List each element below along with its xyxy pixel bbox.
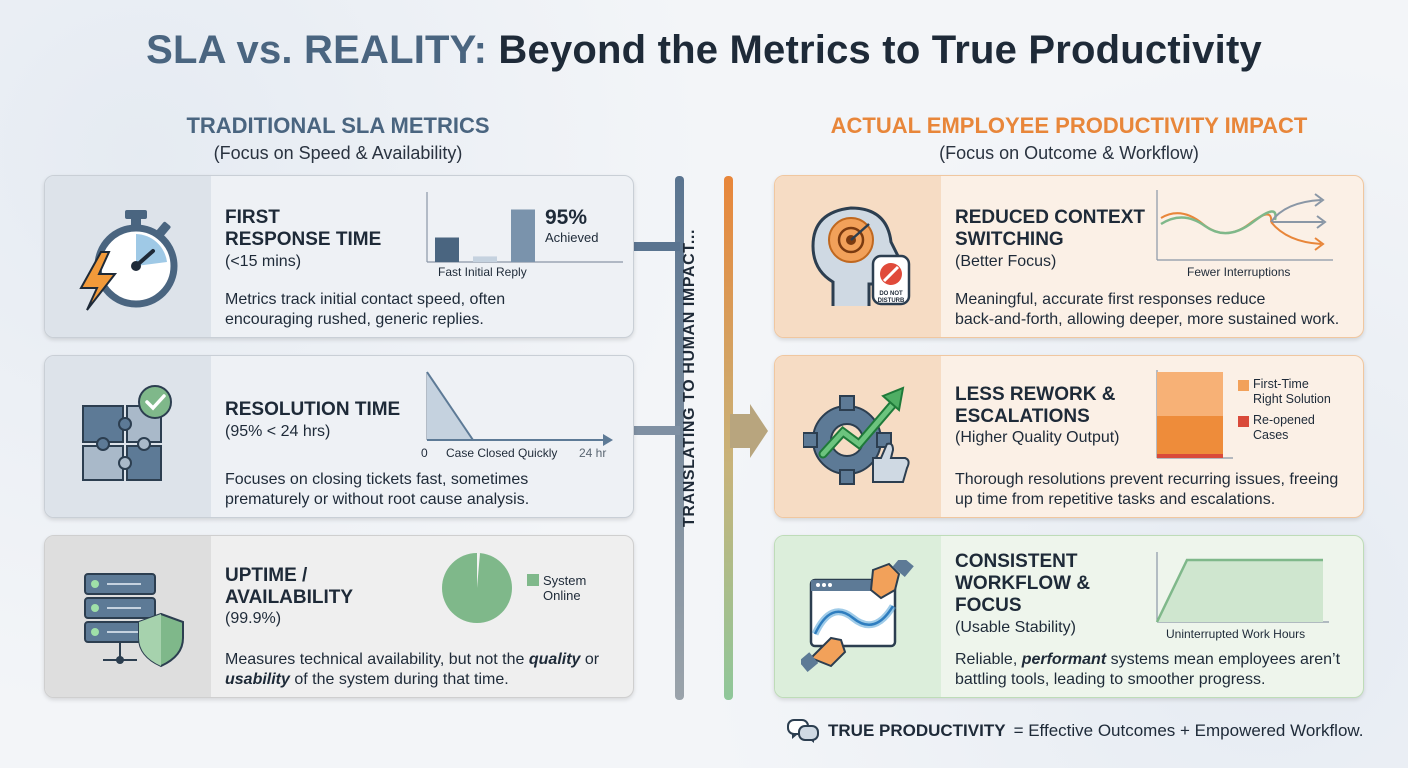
arrow-right-icon xyxy=(730,404,768,458)
card-subtitle: (Higher Quality Output) xyxy=(955,429,1120,446)
card-title: LESS REWORK & ESCALATIONS xyxy=(955,384,1116,427)
legend-swatch-first-time xyxy=(1238,380,1249,391)
achieved-label: Achieved xyxy=(545,230,599,245)
bar-first-time-right-lower xyxy=(1157,416,1223,454)
card-subtitle: (99.9%) xyxy=(225,610,282,627)
bar-first-time-right xyxy=(1157,372,1223,416)
do-not-disturb-sign: DO NOT DISTURB xyxy=(877,291,905,304)
puzzle-check-icon xyxy=(82,385,172,481)
title-part1: SLA vs. REALITY: xyxy=(146,28,488,72)
chart-label: Case Closed Quickly xyxy=(446,446,558,460)
bar-0 xyxy=(435,237,459,262)
axis-end-label: 24 hr xyxy=(579,446,607,460)
card-description: Metrics track initial contact speed, oft… xyxy=(225,291,506,328)
bar-reopened xyxy=(1157,454,1223,458)
legend-swatch xyxy=(527,574,539,586)
card-subtitle: (<15 mins) xyxy=(225,253,302,270)
title-part2: Beyond the Metrics to True Productivity xyxy=(498,28,1262,72)
card-description: Focuses on closing tickets fast, sometim… xyxy=(225,471,530,508)
card-uptime-availability: UPTIME / AVAILABILITY (99.9%) Measures te… xyxy=(44,535,634,698)
chart-label: Fewer Interruptions xyxy=(1187,265,1291,279)
server-shield-icon xyxy=(84,573,184,668)
left-connector-bar xyxy=(675,176,684,700)
icon-pane xyxy=(775,536,941,697)
card-title: RESOLUTION TIME xyxy=(225,399,401,420)
icon-pane xyxy=(45,536,211,697)
card-title: CONSISTENT WORKFLOW & FOCUS xyxy=(955,551,1091,616)
icon-pane xyxy=(775,356,941,517)
footer-bold: TRUE PRODUCTIVITY xyxy=(828,721,1006,740)
middle-connector xyxy=(634,176,768,700)
card-subtitle: (Usable Stability) xyxy=(955,619,1076,636)
card-less-rework: LESS REWORK & ESCALATIONS (Higher Quality… xyxy=(774,355,1364,518)
bar-2 xyxy=(511,209,535,262)
left-header-subtitle: (Focus on Speed & Availability) xyxy=(213,143,463,163)
left-column-header: TRADITIONAL SLA METRICS (Focus on Speed … xyxy=(40,113,636,164)
card-description: Meaningful, accurate first responses red… xyxy=(955,291,1340,328)
footer-text: = Effective Outcomes + Empowered Workflo… xyxy=(1013,721,1364,740)
card-reduced-context-switching: DO NOT DISTURB REDUCED CONTEXT SWITCHING (… xyxy=(774,175,1364,338)
chart-label: Fast Initial Reply xyxy=(438,265,527,279)
axis-start-label: 0 xyxy=(421,446,428,460)
card-resolution-time: RESOLUTION TIME (95% < 24 hrs) Focuses o… xyxy=(44,355,634,518)
legend-swatch-reopened xyxy=(1238,416,1249,427)
stacked-bar-chart xyxy=(1156,370,1233,459)
gear-growth-icon xyxy=(803,386,910,485)
right-column-header: ACTUAL EMPLOYEE PRODUCTIVITY IMPACT (Foc… xyxy=(770,113,1368,164)
hands-workflow-icon xyxy=(801,560,914,672)
card-first-response-time: FIRST RESPONSE TIME (<15 mins) Metrics tr… xyxy=(44,175,634,338)
plateau-area-chart xyxy=(1155,552,1329,623)
right-header-title: ACTUAL EMPLOYEE PRODUCTIVITY IMPACT xyxy=(830,113,1308,138)
bar-chart xyxy=(426,192,623,263)
bar-1 xyxy=(473,256,497,262)
stopwatch-lightning-icon xyxy=(79,210,178,311)
right-connector-bar xyxy=(724,176,733,700)
card-title: FIRST RESPONSE TIME xyxy=(225,207,382,250)
card-consistent-workflow: CONSISTENT WORKFLOW & FOCUS (Usable Stabil… xyxy=(774,535,1364,698)
page-title: SLA vs. REALITY: Beyond the Metrics to T… xyxy=(0,28,1408,73)
pie-chart xyxy=(442,552,512,623)
area-chart xyxy=(426,371,613,446)
right-header-subtitle: (Focus on Outcome & Workflow) xyxy=(939,143,1199,163)
icon-pane: DO NOT DISTURB xyxy=(775,176,941,337)
card-subtitle: (95% < 24 hrs) xyxy=(225,423,331,440)
card-title: UPTIME / AVAILABILITY xyxy=(225,565,354,608)
line-chart xyxy=(1156,190,1333,261)
card-description: Thorough resolutions prevent recurring i… xyxy=(955,471,1339,508)
legend-reopened: Re-opened Cases xyxy=(1253,413,1315,442)
footer: TRUE PRODUCTIVITY = Effective Outcomes +… xyxy=(786,718,1363,744)
head-focus-icon xyxy=(811,206,911,306)
card-description: Measures technical availability, but not… xyxy=(225,651,600,688)
card-description: Reliable, performant systems mean employ… xyxy=(955,651,1341,688)
pie-legend: System Online xyxy=(543,573,587,603)
chart-label: Uninterrupted Work Hours xyxy=(1166,627,1306,641)
middle-label: TRANSLATING TO HUMAN IMPACT... xyxy=(681,229,698,527)
legend-first-time: First-Time Right Solution xyxy=(1253,377,1331,406)
achieved-value: 95% xyxy=(545,206,588,229)
icon-pane xyxy=(45,356,211,517)
card-title: REDUCED CONTEXT SWITCHING xyxy=(955,207,1146,250)
icon-pane xyxy=(45,176,211,337)
card-subtitle: (Better Focus) xyxy=(955,253,1057,270)
chat-bubbles-icon xyxy=(787,719,819,743)
left-header-title: TRADITIONAL SLA METRICS xyxy=(186,113,490,138)
